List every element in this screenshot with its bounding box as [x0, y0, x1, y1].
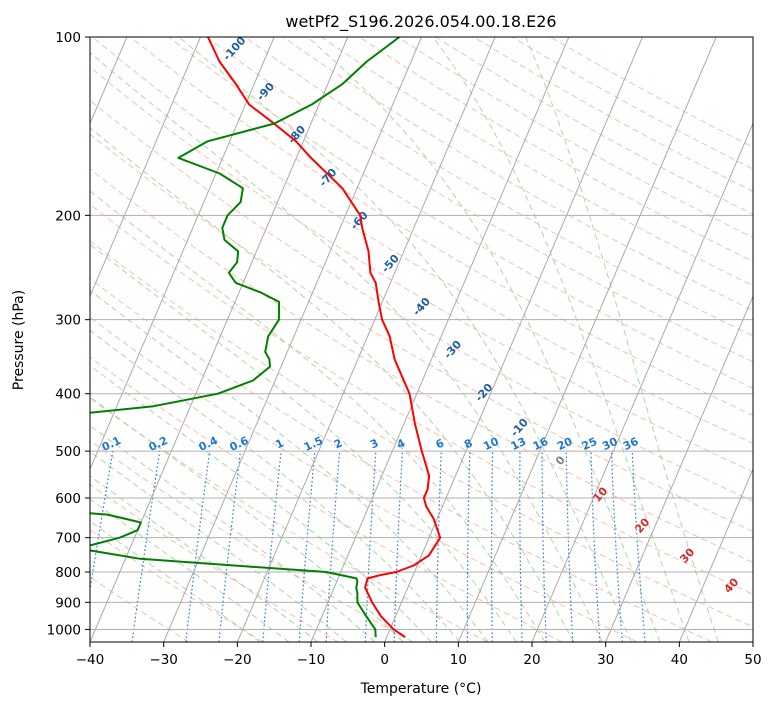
moist-adiabat-line — [90, 396, 404, 642]
moist-adiabats — [90, 37, 719, 642]
isotherm-line — [457, 37, 717, 642]
isotherm-line — [90, 37, 201, 298]
moist-adiabat-line — [178, 37, 632, 642]
dry-adiabat-line — [90, 483, 339, 642]
dry-adiabat-line — [90, 99, 753, 502]
x-tick-label: 50 — [744, 652, 761, 668]
x-tick-label: 20 — [523, 652, 540, 668]
dry-adiabat-line — [90, 529, 264, 642]
isotherm-line — [90, 37, 275, 471]
y-tick-label: 200 — [55, 208, 81, 224]
mixing-ratio-line — [298, 451, 316, 642]
x-tick-label: −30 — [149, 652, 178, 668]
dry-adiabat-line — [168, 37, 753, 389]
y-tick-label: 400 — [55, 387, 81, 403]
y-tick-label: 300 — [55, 313, 81, 329]
mixing-ratio-line — [262, 451, 282, 642]
x-tick-label: 40 — [671, 652, 688, 668]
x-tick-label: −10 — [297, 652, 326, 668]
isotherm-line — [384, 37, 643, 642]
x-tick-label: 30 — [597, 652, 614, 668]
mixing-ratio-line — [218, 451, 242, 642]
dry-adiabat-line — [90, 240, 753, 628]
dry-adiabat-line — [90, 278, 712, 642]
moist-adiabat-line — [90, 127, 575, 642]
dry-adiabat-line — [130, 37, 753, 417]
x-tick-label: −20 — [223, 652, 252, 668]
moist-adiabat-line — [90, 243, 517, 642]
moist-adiabat-line — [90, 498, 290, 642]
mixing-ratio-label: 13 — [509, 435, 528, 453]
mixing-ratio-label: 10 — [481, 435, 501, 453]
mixing-ratio-label: 20 — [555, 435, 575, 453]
isotherm-line — [90, 37, 349, 642]
plot-area: -100-90-80-70-60-50-40-30-20-10010203040… — [90, 37, 753, 642]
y-tick-label: 500 — [55, 444, 81, 460]
moist-adiabat-line — [90, 190, 546, 642]
dry-adiabat-line — [282, 37, 753, 312]
isotherm-line — [678, 467, 753, 642]
x-axis: −40 −30 −20 −10 0 10 20 30 40 50 — [76, 642, 762, 668]
moist-adiabat-line — [90, 424, 376, 642]
dry-adiabat-line — [90, 356, 563, 642]
y-tick-label: 700 — [55, 531, 81, 547]
isotherms — [90, 37, 753, 642]
isotherm-line — [531, 122, 753, 642]
chart-title: wetPf2_S196.2026.054.00.18.E26 — [285, 12, 556, 32]
dry-adiabat-line — [90, 203, 753, 595]
moist-adiabat-line — [90, 520, 261, 642]
dry-adiabat-line — [90, 133, 753, 533]
mixing-ratio-label: 30 — [600, 435, 620, 453]
moist-adiabat-line — [307, 37, 661, 642]
mixing-ratio-line — [90, 450, 114, 594]
moist-adiabat-line — [525, 37, 719, 642]
mixing-ratio-line — [185, 451, 211, 642]
isotherm-line — [163, 37, 422, 642]
mixing-ratio-label: 16 — [531, 435, 551, 453]
y-tick-label: 800 — [55, 565, 81, 581]
y-tick-label: 100 — [55, 30, 81, 46]
x-tick-label: 10 — [450, 652, 467, 668]
y-tick-label: 1000 — [47, 622, 81, 638]
moist-adiabat-line — [90, 364, 432, 642]
moist-adiabat-line — [90, 475, 319, 642]
y-tick-label: 900 — [55, 595, 81, 611]
x-tick-label: 0 — [380, 652, 389, 668]
isotherm-line — [310, 37, 570, 642]
isotherm-line — [236, 37, 496, 642]
y-tick-label: 600 — [55, 491, 81, 507]
mixing-ratio-line — [631, 451, 646, 642]
x-axis-title: Temperature (°C) — [360, 681, 482, 697]
y-axis-title: Pressure (hPa) — [11, 290, 27, 390]
isotherm-line — [605, 295, 753, 642]
mixing-ratio-label: 25 — [580, 435, 599, 453]
plot-frame — [89, 36, 754, 643]
isobars — [90, 37, 753, 630]
y-axis: 100 200 300 400 500 600 700 800 900 1000 — [47, 30, 90, 638]
moist-adiabat-line — [90, 329, 461, 642]
dry-adiabat-line — [91, 37, 753, 445]
x-tick-label: −40 — [76, 652, 105, 668]
moist-adiabat-line — [90, 51, 603, 642]
moist-adiabat-line — [90, 451, 347, 642]
sounding-series — [90, 37, 442, 638]
dry-adiabat-line — [244, 37, 753, 337]
mixing-ratio-label: 36 — [621, 435, 641, 453]
temperature-line — [206, 37, 442, 638]
moist-adiabat-line — [432, 37, 690, 642]
dewpoint-line — [90, 37, 401, 638]
